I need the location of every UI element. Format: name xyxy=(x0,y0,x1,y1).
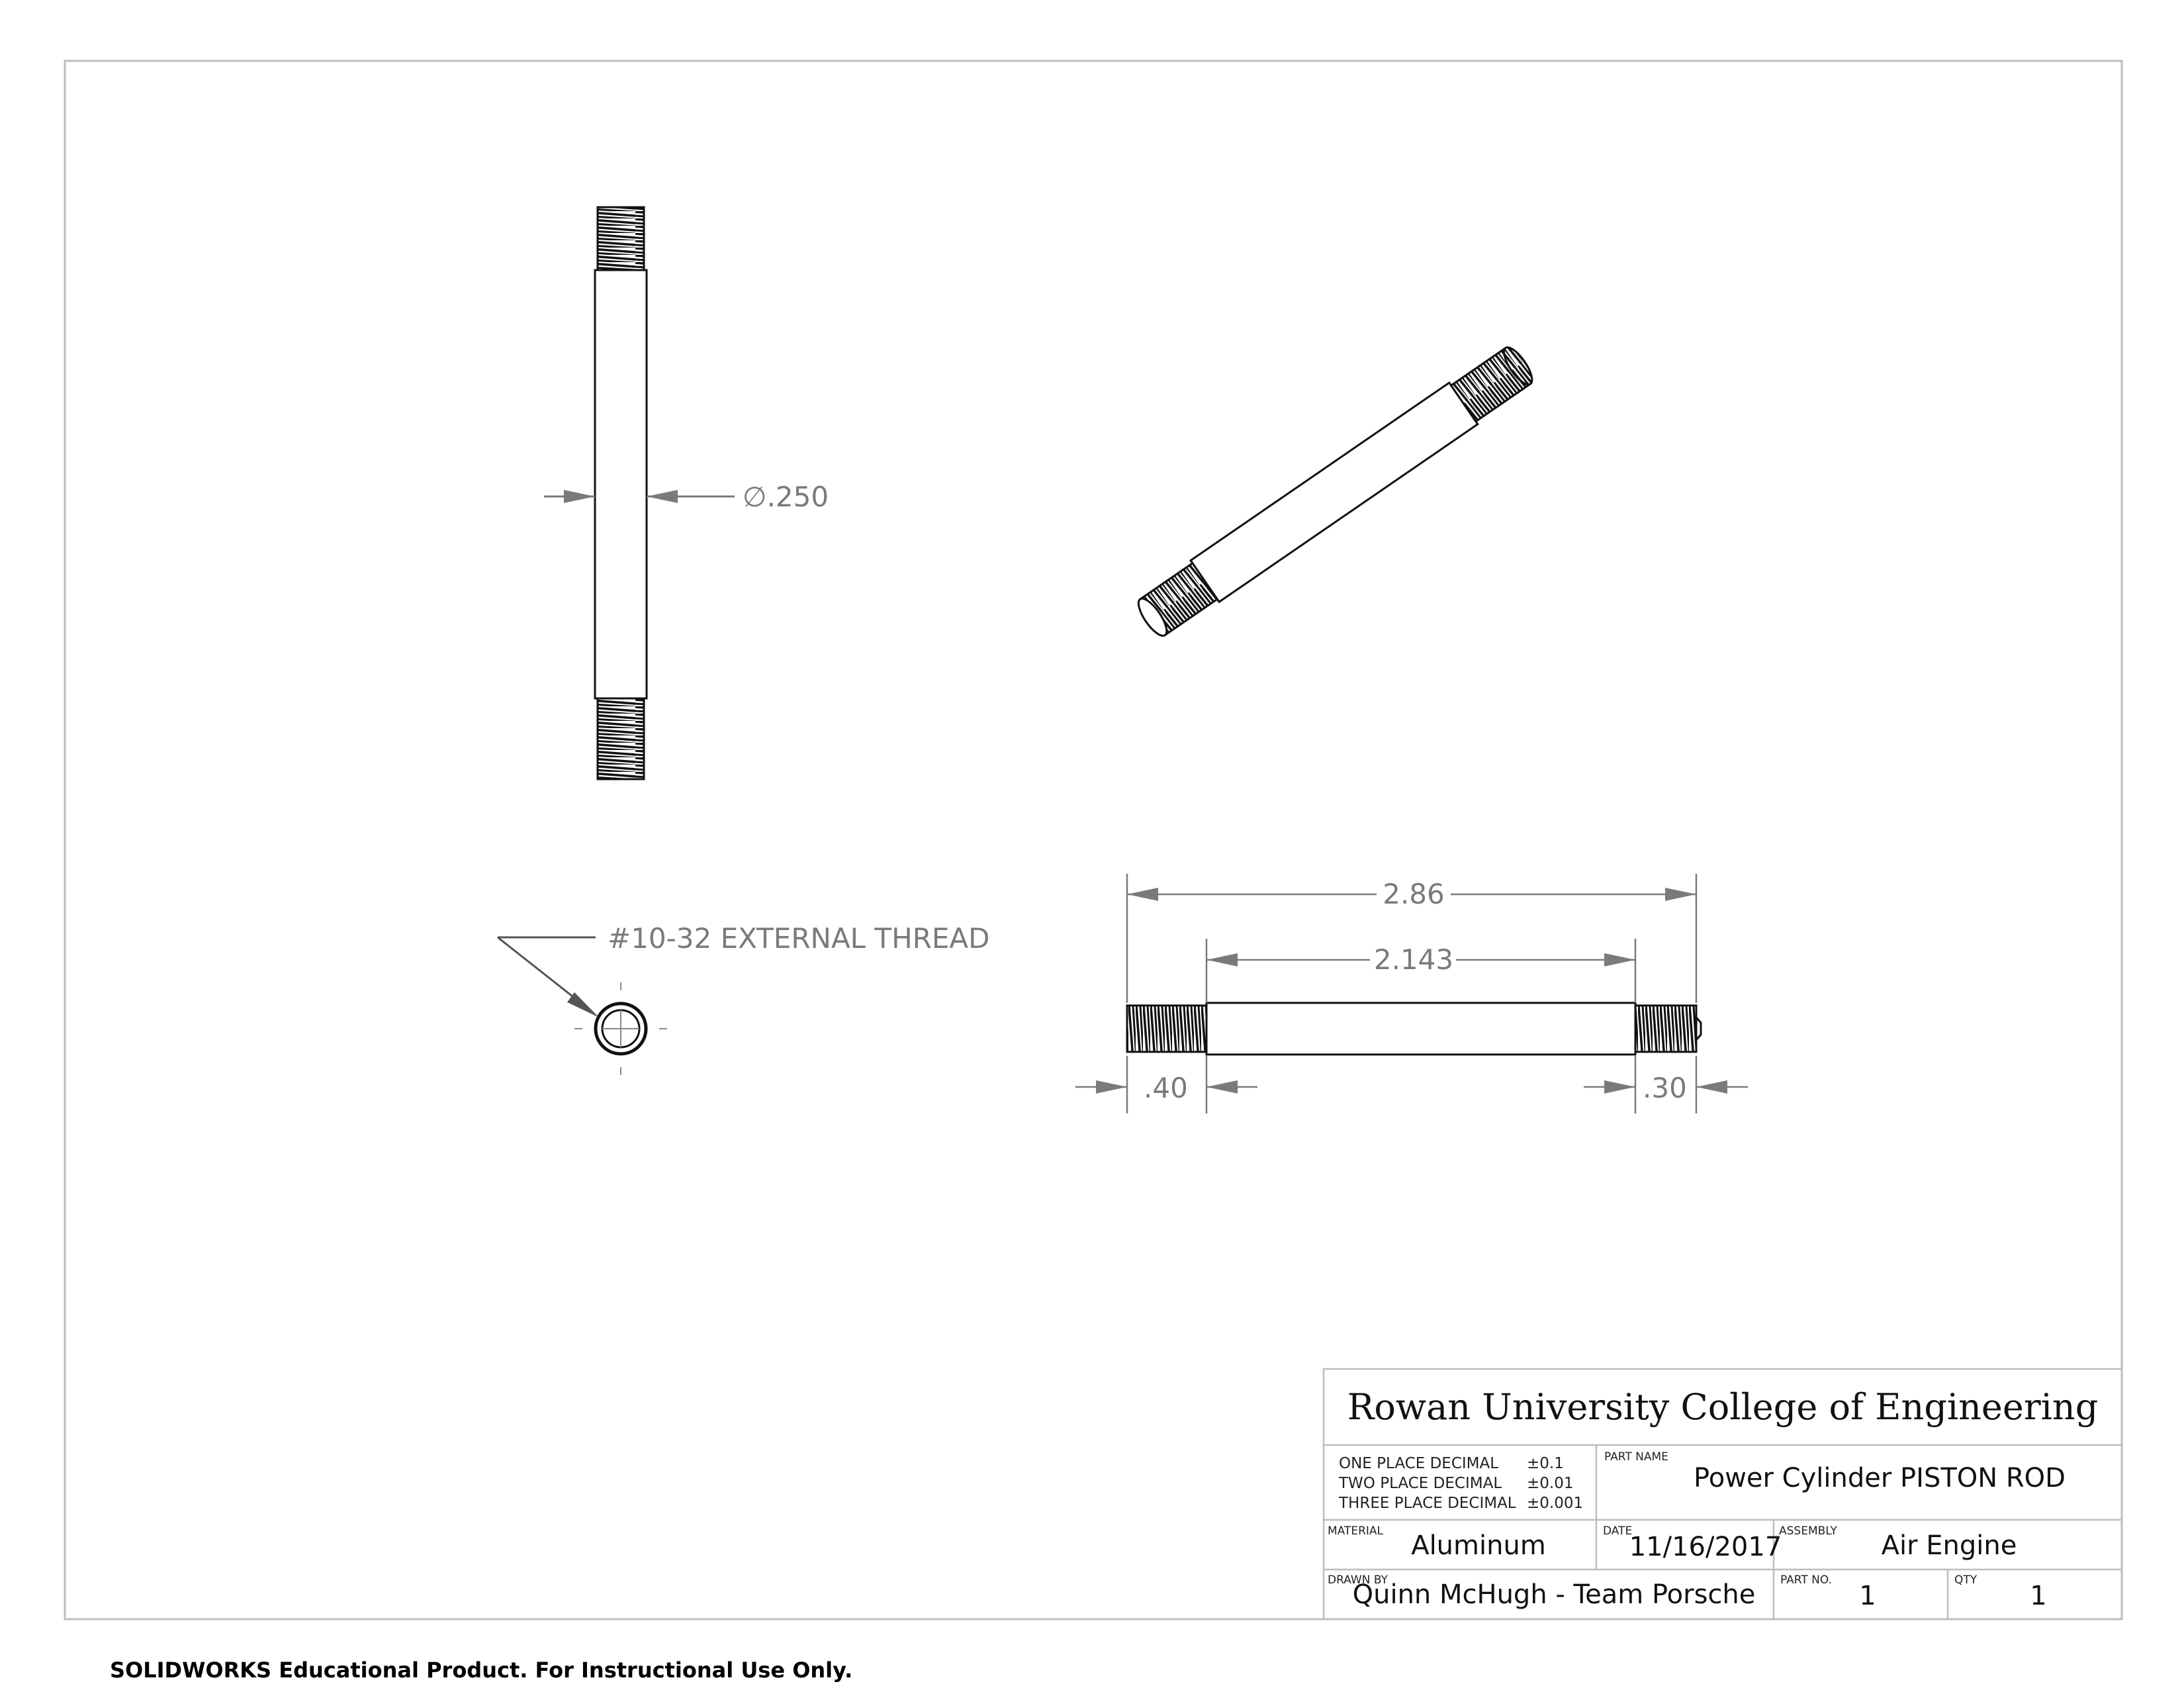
iso-right-end-face xyxy=(1503,346,1533,386)
isometric-view xyxy=(1137,346,1533,637)
part-name-label: PART NAME xyxy=(1604,1450,1668,1464)
front-view-right-chamfer xyxy=(1695,1017,1702,1041)
left-thread-label: .40 xyxy=(1144,1072,1188,1104)
educational-footer: SOLIDWORKS Educational Product. For Inst… xyxy=(110,1658,852,1683)
side-view-bottom-thread xyxy=(596,697,645,780)
body-length-label: 2.143 xyxy=(1374,943,1453,976)
date-value: 11/16/2017 xyxy=(1629,1532,1782,1562)
material-value: Aluminum xyxy=(1411,1530,1546,1561)
iso-rod-body xyxy=(1189,381,1479,604)
side-view-rod-body xyxy=(594,269,648,700)
part-name-value: Power Cylinder PISTON ROD xyxy=(1694,1463,2066,1493)
part-no-label: PART NO. xyxy=(1780,1573,1832,1587)
thread-callout-leader xyxy=(497,936,599,1017)
end-view-centerlines xyxy=(574,982,667,1075)
end-view: #10-32 EXTERNAL THREAD xyxy=(497,922,989,1075)
drawn-by-value: Quinn McHugh - Team Porsche xyxy=(1353,1579,1756,1610)
front-view-extension-lines xyxy=(1126,874,1698,1113)
tolerance-one-value: ±0.1 xyxy=(1527,1455,1564,1472)
date-label: DATE xyxy=(1603,1524,1632,1538)
diameter-dimension xyxy=(544,490,735,503)
body-length-dimension xyxy=(1206,953,1635,966)
right-thread-label: .30 xyxy=(1643,1072,1687,1104)
tolerance-one-label: ONE PLACE DECIMAL xyxy=(1339,1455,1498,1472)
material-label: MATERIAL xyxy=(1328,1524,1384,1538)
title-block: Rowan University College of Engineering … xyxy=(1322,1368,2123,1620)
tolerance-table: ONE PLACE DECIMAL ±0.1 TWO PLACE DECIMAL… xyxy=(1338,1455,1583,1512)
part-no-value: 1 xyxy=(1859,1581,1876,1611)
assembly-label: ASSEMBLY xyxy=(1779,1524,1837,1538)
drawn-by-label: DRAWN BY xyxy=(1328,1573,1388,1587)
sheet-border xyxy=(64,60,2123,1620)
diameter-label: ∅.250 xyxy=(743,481,829,513)
qty-value: 1 xyxy=(2030,1581,2046,1611)
side-view-top-thread xyxy=(596,206,645,273)
tolerance-three-value: ±0.001 xyxy=(1527,1495,1583,1512)
tolerance-two-value: ±0.01 xyxy=(1527,1475,1573,1492)
right-thread-dimension xyxy=(1584,1080,1748,1094)
front-view: 2.86 2.143 .40 .30 xyxy=(1075,874,1748,1113)
institution-title: Rowan University College of Engineering xyxy=(1347,1386,2099,1428)
overall-length-dimension xyxy=(1127,888,1696,901)
tolerance-three-label: THREE PLACE DECIMAL xyxy=(1338,1495,1516,1512)
thread-callout: #10-32 EXTERNAL THREAD xyxy=(608,922,989,955)
iso-left-end-face xyxy=(1137,597,1168,637)
tolerance-two-label: TWO PLACE DECIMAL xyxy=(1338,1475,1502,1492)
qty-label: QTY xyxy=(1954,1573,1978,1587)
side-view: ∅.250 xyxy=(544,206,829,780)
front-view-left-thread xyxy=(1126,1004,1208,1053)
front-view-rod-body xyxy=(1205,1002,1637,1056)
left-thread-dimension xyxy=(1075,1080,1257,1094)
front-view-right-thread xyxy=(1634,1004,1698,1053)
overall-length-label: 2.86 xyxy=(1383,878,1445,910)
assembly-value: Air Engine xyxy=(1882,1530,2017,1561)
